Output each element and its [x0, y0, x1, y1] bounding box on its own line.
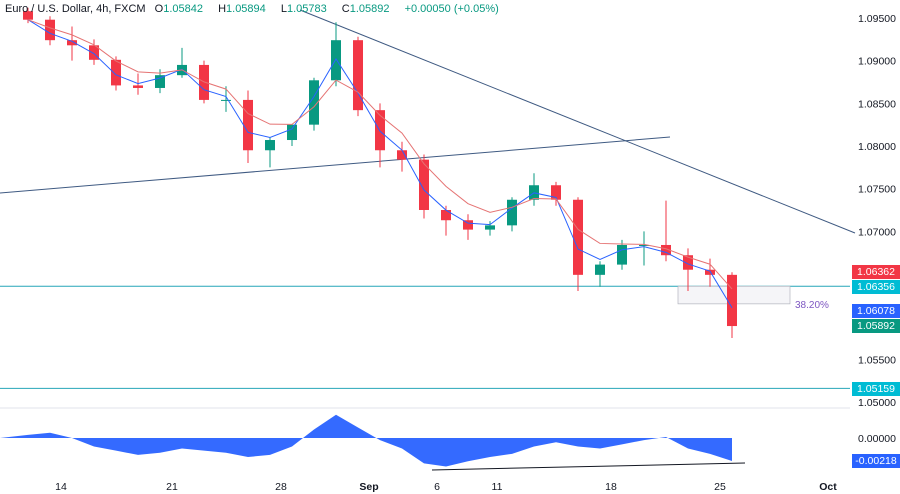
candle-body	[111, 59, 121, 86]
oscillator-area	[0, 414, 732, 467]
candle-body	[705, 269, 715, 275]
candle-body	[45, 19, 55, 41]
candle-body	[661, 244, 671, 256]
y-tick-label: 1.09000	[858, 56, 896, 68]
oscillator-tag: -0.00218	[852, 454, 900, 468]
x-tick-label: 21	[166, 481, 178, 493]
candle-body	[243, 99, 253, 151]
close-value: 1.05892	[349, 3, 390, 15]
candle-body	[221, 99, 231, 101]
candle-body	[441, 209, 451, 221]
candle-body	[199, 64, 209, 100]
candle-body	[331, 40, 341, 81]
y-tick-label: 1.07000	[858, 226, 896, 238]
candle-body	[595, 264, 605, 275]
chart-legend: Euro / U.S. Dollar, 4h, FXCM O1.05842 H1…	[5, 3, 505, 15]
open-label: O	[154, 3, 164, 15]
x-tick-label: 18	[605, 481, 617, 493]
candle-body	[639, 244, 649, 246]
y-tick-label: 1.08500	[858, 98, 896, 110]
symbol-title: Euro / U.S. Dollar, 4h, FXCM	[5, 3, 146, 15]
candle-body	[683, 255, 693, 270]
x-tick-label: Oct	[819, 481, 837, 493]
candle-body	[419, 159, 429, 210]
candle-body	[507, 199, 517, 226]
price-tag-support: 1.05159	[852, 382, 900, 396]
candle-body	[573, 199, 583, 275]
high-label: H	[218, 3, 227, 15]
oscillator-tick-label: 0.00000	[858, 433, 896, 445]
candle-body	[23, 11, 33, 20]
y-tick-label: 1.05500	[858, 354, 896, 366]
candle-body	[463, 220, 473, 230]
change-value: +0.00050 (+0.05%)	[404, 3, 499, 15]
candle-body	[397, 150, 407, 160]
candle-body	[727, 274, 737, 327]
open-value: 1.05842	[163, 3, 203, 15]
candle-body	[155, 75, 165, 88]
descending-trendline	[299, 9, 856, 234]
fib-label: 38.20%	[795, 300, 829, 311]
x-tick-label: 14	[55, 481, 67, 493]
x-tick-label: 28	[275, 481, 287, 493]
candle-body	[309, 80, 319, 125]
candle-body	[485, 225, 495, 230]
x-tick-label: Sep	[359, 481, 378, 493]
price-tag-level: 1.06356	[852, 280, 900, 294]
x-tick-label: 25	[714, 481, 726, 493]
candle-body	[287, 124, 297, 141]
divergence-line	[431, 462, 746, 471]
price-tag-slow-ma: 1.06362	[852, 265, 900, 279]
y-tick-label: 1.08000	[858, 141, 896, 153]
high-value: 1.05894	[226, 3, 266, 15]
low-label: L	[280, 3, 287, 15]
candle-body	[617, 244, 627, 265]
candle-body	[265, 140, 275, 151]
y-tick-label: 1.07500	[858, 184, 896, 196]
candle-body	[353, 40, 363, 111]
close-label: C	[341, 3, 350, 15]
x-tick-label: 6	[434, 481, 440, 493]
candle-body	[67, 40, 77, 46]
price-tag-fast-ma: 1.06078	[852, 304, 900, 318]
low-value: 1.05783	[286, 3, 327, 15]
candle-body	[89, 45, 99, 60]
y-tick-label: 1.05000	[858, 397, 896, 409]
y-tick-label: 1.09500	[858, 13, 896, 25]
ascending-trendline	[0, 136, 671, 194]
candle-body	[551, 185, 561, 200]
fast-ma-line	[27, 19, 733, 309]
x-tick-label: 11	[492, 481, 503, 493]
candle-body	[133, 85, 143, 88]
price-tag-last: 1.05892	[852, 319, 900, 333]
slow-ma-line	[27, 19, 733, 290]
